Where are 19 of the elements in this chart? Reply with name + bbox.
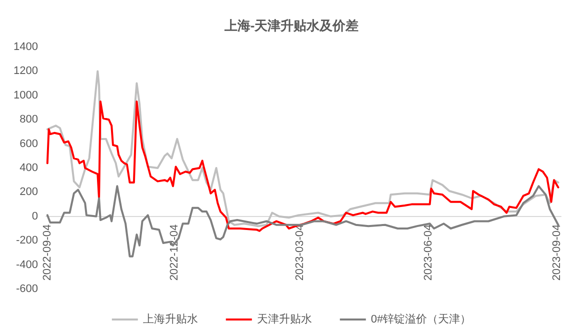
legend-label: 天津升贴水 — [256, 312, 312, 326]
y-tick-label: 1400 — [14, 41, 38, 53]
y-tick-label: 1200 — [14, 65, 38, 78]
y-tick-label: -400 — [16, 258, 38, 271]
chart-title: 上海-天津升贴水及价差 — [223, 18, 359, 33]
x-tick-label: 2023-09-04 — [550, 224, 563, 281]
y-tick-label: 600 — [20, 138, 38, 150]
x-tick-label: 2022-09-04 — [41, 224, 54, 281]
y-tick-label: -600 — [16, 283, 38, 295]
legend-label: 0#锌锭溢价（天津） — [370, 312, 472, 326]
y-tick-label: 800 — [20, 114, 38, 126]
legend-label: 上海升贴水 — [142, 312, 198, 326]
y-tick-label: 1000 — [14, 89, 38, 102]
y-tick-label: 400 — [20, 162, 38, 174]
y-tick-label: -200 — [16, 234, 38, 247]
y-tick-label: 200 — [20, 186, 38, 198]
x-tick-label: 2023-03-04 — [294, 224, 306, 281]
y-tick-label: 0 — [32, 210, 38, 222]
x-tick-label: 2023-06-04 — [422, 224, 434, 281]
